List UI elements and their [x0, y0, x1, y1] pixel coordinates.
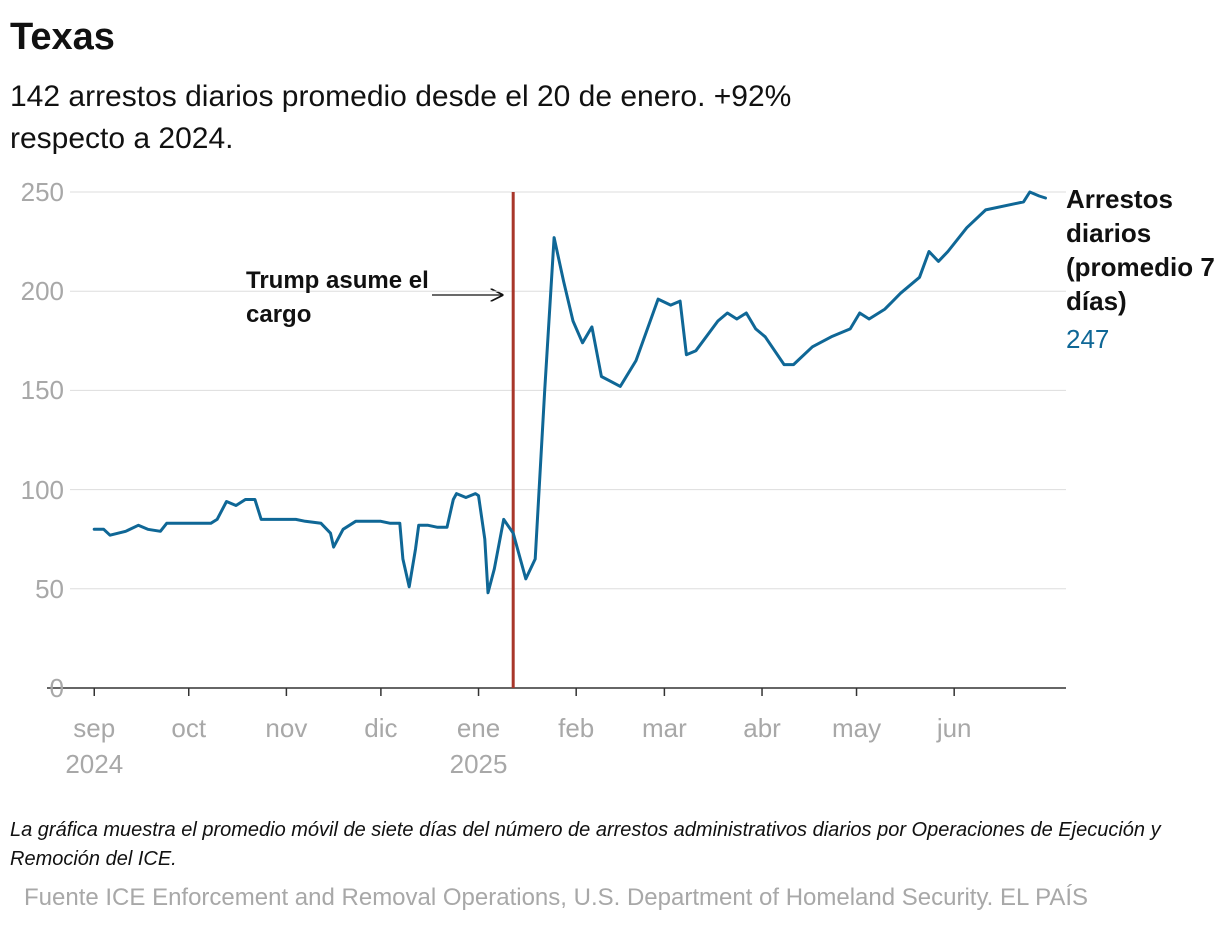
x-tick-label: ene 2025 — [449, 713, 508, 779]
annotation: Trump asume el cargo — [246, 267, 429, 328]
y-tick-label: 100 — [20, 474, 64, 505]
x-tick-label: feb — [558, 713, 595, 743]
y-tick-label: 250 — [20, 177, 64, 207]
last-value-label: 247 — [1066, 324, 1110, 354]
y-tick-label: 150 — [20, 375, 64, 406]
data-line — [92, 190, 1047, 595]
y-tick-label: 200 — [20, 276, 64, 307]
x-tick-label: may — [831, 713, 882, 743]
y-tick-label: 0 — [49, 673, 64, 703]
x-tick-label: mar — [641, 713, 687, 743]
source: Fuente ICE Enforcement and Removal Opera… — [24, 884, 1089, 911]
x-tick-label: jun — [936, 713, 972, 743]
x-tick-label: nov — [265, 713, 308, 743]
x-tick-label: oct — [171, 713, 207, 743]
x-tick-label: abr — [743, 713, 781, 743]
note: La gráfica muestra el promedio móvil de … — [10, 819, 1161, 870]
chart-title: Texas — [10, 16, 115, 58]
series-label: Arrestos diarios (promedio 7 días) — [1066, 184, 1215, 316]
x-tick-label: sep 2024 — [65, 713, 124, 779]
chart-subtitle: 142 arrestos diarios promedio desde el 2… — [10, 80, 792, 155]
y-tick-label: 50 — [35, 573, 64, 604]
x-tick-label: dic — [364, 713, 398, 743]
